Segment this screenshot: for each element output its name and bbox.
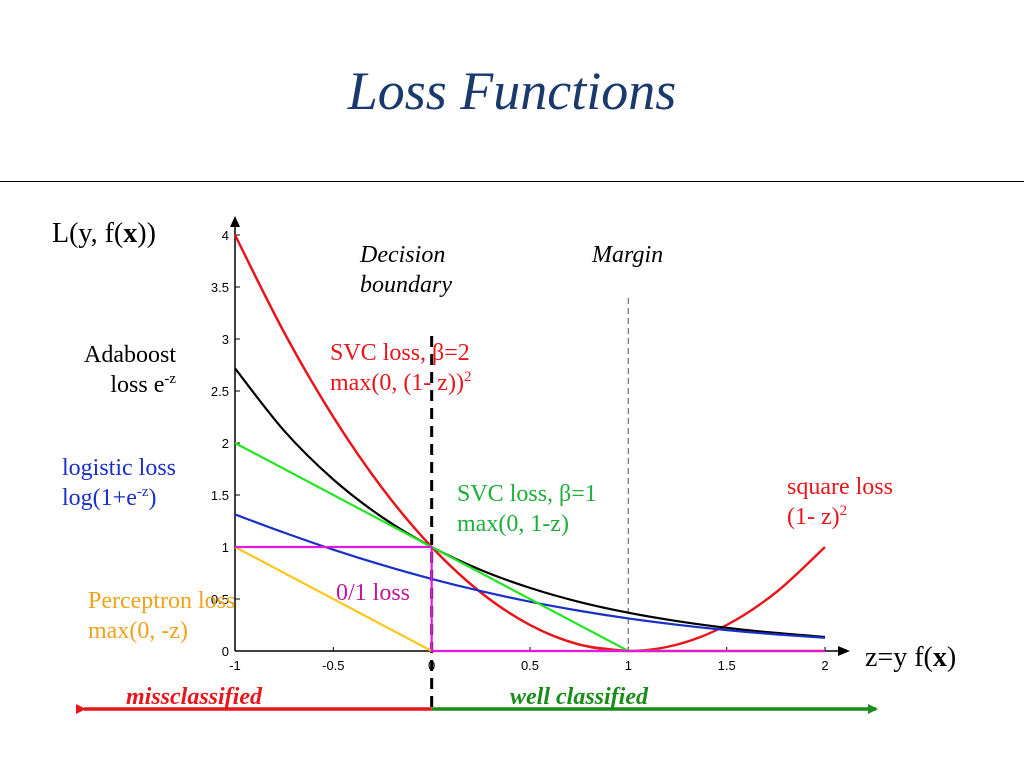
y-tick-label: 0 xyxy=(222,644,229,659)
decision-boundary-label: Decision boundary xyxy=(360,242,452,298)
y-tick-label: 4 xyxy=(222,228,229,243)
adaboost-curve xyxy=(234,367,826,639)
svc2-curve xyxy=(234,234,825,653)
y-tick-label: 2.5 xyxy=(211,384,229,399)
misclassified-label: missclassified xyxy=(126,684,262,710)
adaboost-label: Adaboost loss e-z xyxy=(84,342,176,398)
y-tick-label: 0.5 xyxy=(211,592,229,607)
zero_one-curve xyxy=(235,545,825,653)
y-axis-label: L(y, f(x)) xyxy=(52,218,156,249)
x-tick-label: 0.5 xyxy=(521,658,539,673)
logistic-curve xyxy=(234,513,826,639)
svc1-label: SVC loss, β=1 max(0, 1-z) xyxy=(457,481,597,537)
margin-label: Margin xyxy=(592,242,664,268)
square-loss-label: square loss (1- z)2 xyxy=(787,474,893,530)
perceptron-label: Perceptron loss max(0, -z) xyxy=(88,588,236,644)
x-tick-label: -0.5 xyxy=(322,658,344,673)
svc2-label: SVC loss, β=2 max(0, (1- z))2 xyxy=(330,340,472,396)
y-tick-label: 3 xyxy=(222,332,229,347)
x-axis-arrowhead xyxy=(838,646,850,656)
page-title: Loss Functions xyxy=(347,61,677,121)
logistic-label: logistic loss log(1+e-z) xyxy=(62,455,177,511)
x-tick-label: 2 xyxy=(821,658,828,673)
x-tick-label: 1 xyxy=(625,658,632,673)
x-axis-label: z=y f(x) xyxy=(865,642,957,673)
curves xyxy=(233,234,826,653)
x-tick-label: 1.5 xyxy=(718,658,736,673)
well-classified-label: well classified xyxy=(510,684,648,710)
y-tick-label: 2 xyxy=(222,436,229,451)
y-tick-label: 3.5 xyxy=(211,280,229,295)
y-axis-arrowhead xyxy=(230,216,240,227)
zero-one-label: 0/1 loss xyxy=(336,580,411,606)
y-tick-label: 1.5 xyxy=(211,488,229,503)
x-tick-label: -1 xyxy=(229,658,241,673)
y-tick-label: 1 xyxy=(222,540,229,555)
title-divider xyxy=(0,181,1024,182)
